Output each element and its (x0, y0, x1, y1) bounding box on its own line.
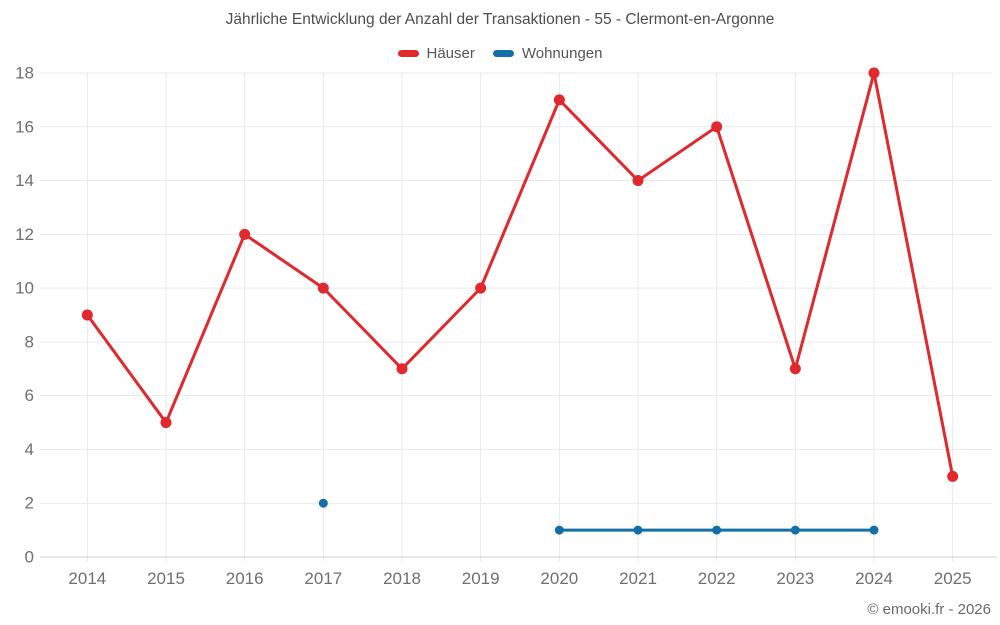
series-point-wohnungen[interactable] (318, 498, 328, 508)
series-point-hauser[interactable] (789, 363, 801, 375)
y-tick-label: 2 (25, 494, 34, 513)
series-point-hauser[interactable] (475, 282, 487, 294)
y-tick-label: 6 (25, 386, 34, 405)
x-tick-label: 2017 (304, 569, 342, 588)
series-line-hauser (400, 286, 483, 371)
legend-item-wohnungen[interactable]: Wohnungen (492, 45, 603, 62)
series-line-hauser (793, 71, 876, 371)
legend-item-hauser[interactable]: Häuser (397, 45, 475, 62)
series-point-hauser[interactable] (317, 282, 329, 294)
x-tick-label: 2023 (776, 569, 814, 588)
series-point-wohnungen[interactable] (633, 525, 643, 535)
y-tick-label: 14 (15, 171, 34, 190)
series-line-hauser (85, 313, 168, 425)
x-tick-label: 2025 (934, 569, 972, 588)
y-tick-label: 12 (15, 225, 34, 244)
series-line-hauser (479, 98, 561, 290)
y-tick-label: 18 (15, 64, 34, 83)
legend-swatch-hauser (397, 50, 419, 57)
y-tick-label: 8 (25, 332, 34, 351)
series-line-hauser (164, 232, 247, 425)
series-point-hauser[interactable] (81, 309, 93, 321)
x-tick-label: 2019 (462, 569, 500, 588)
series-point-wohnungen[interactable] (869, 525, 879, 535)
series-line-hauser (715, 125, 797, 371)
series-point-hauser[interactable] (396, 363, 408, 375)
copyright-text: © emooki.fr - 2026 (867, 601, 991, 618)
x-tick-label: 2022 (698, 569, 736, 588)
y-tick-label: 16 (15, 117, 34, 136)
x-tick-label: 2015 (147, 569, 185, 588)
series-point-hauser[interactable] (160, 417, 172, 429)
legend-label-hauser: Häuser (426, 45, 475, 62)
series-point-hauser[interactable] (239, 228, 251, 240)
series-point-wohnungen[interactable] (790, 525, 800, 535)
x-tick-label: 2021 (619, 569, 657, 588)
legend-swatch-wohnungen (492, 50, 514, 57)
chart-title: Jährliche Entwicklung der Anzahl der Tra… (225, 11, 775, 28)
series-line-hauser (557, 98, 640, 183)
x-tick-label: 2014 (68, 569, 106, 588)
series-point-hauser[interactable] (868, 67, 880, 79)
x-tick-label: 2020 (540, 569, 578, 588)
chart-legend: Häuser Wohnungen (0, 45, 1000, 62)
series-line-hauser (636, 125, 719, 183)
series-point-hauser[interactable] (553, 94, 565, 106)
x-tick-label: 2018 (383, 569, 421, 588)
y-tick-label: 4 (25, 440, 34, 459)
x-tick-label: 2024 (855, 569, 893, 588)
series-point-wohnungen[interactable] (554, 525, 564, 535)
series-point-hauser[interactable] (947, 470, 959, 482)
series-line-hauser (321, 286, 404, 371)
y-tick-label: 10 (15, 279, 34, 298)
series-point-hauser[interactable] (632, 175, 644, 187)
series-line-hauser (872, 71, 955, 478)
x-tick-label: 2016 (226, 569, 264, 588)
y-tick-label: 0 (25, 548, 34, 567)
series-line-hauser (243, 232, 325, 290)
series-point-hauser[interactable] (711, 121, 723, 133)
series-point-wohnungen[interactable] (712, 525, 722, 535)
legend-label-wohnungen: Wohnungen (521, 45, 603, 62)
